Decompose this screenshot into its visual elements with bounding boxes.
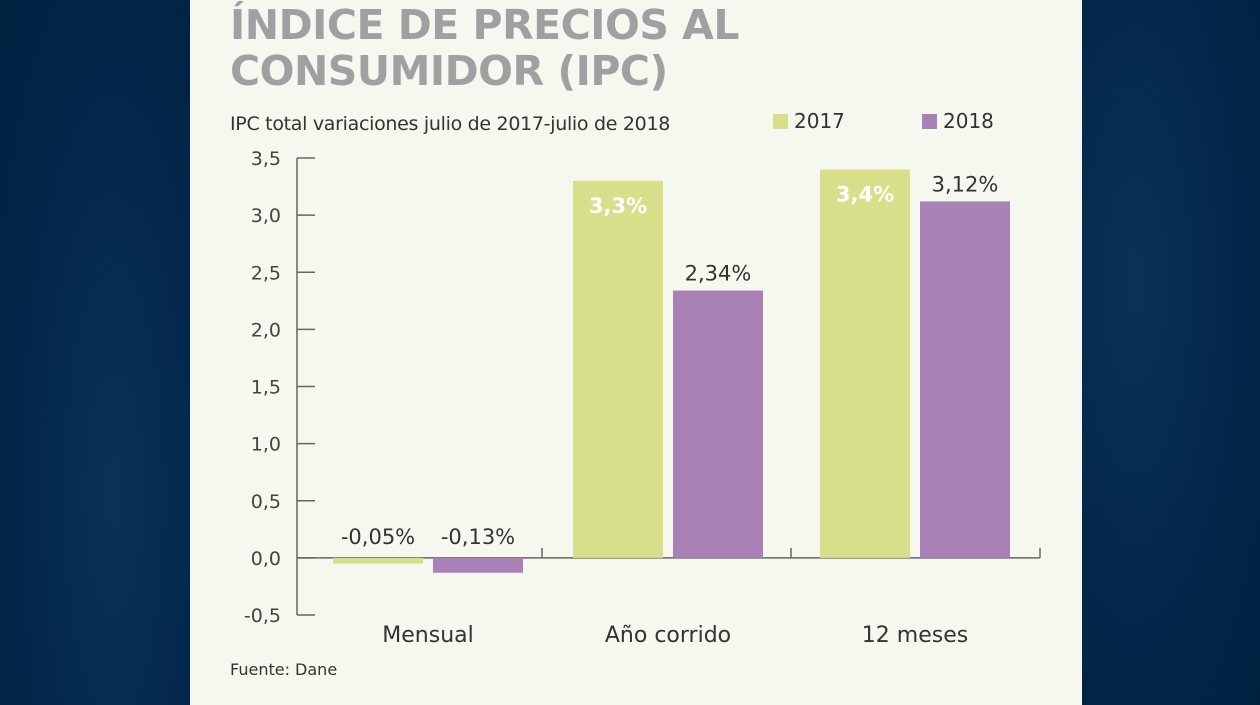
y-tick-label: 1,0 <box>251 434 281 456</box>
data-label-2017-1: 3,3% <box>589 194 647 218</box>
legend-label-2018: 2018 <box>943 109 994 133</box>
bar-2018-2 <box>920 201 1010 558</box>
y-tick-label: 3,0 <box>251 205 281 227</box>
bar-2018-0 <box>433 557 523 573</box>
legend-swatch-2018 <box>922 113 937 129</box>
y-tick-label: 2,5 <box>251 262 281 284</box>
data-label-2018-1: 2,34% <box>685 262 752 286</box>
data-label-2018-0: -0,13% <box>441 525 515 549</box>
chart-title: ÍNDICE DE PRECIOS AL CONSUMIDOR (IPC) <box>230 1 740 95</box>
data-label-2018-2: 3,12% <box>932 172 999 196</box>
chart-subtitle: IPC total variaciones julio de 2017-juli… <box>230 113 671 135</box>
y-tick-label: 3,5 <box>251 148 281 170</box>
data-label-2017-0: -0,05% <box>341 525 415 549</box>
bar-2017-0 <box>333 557 423 564</box>
legend-swatch-2017 <box>773 113 788 129</box>
bar-2017-1 <box>573 180 663 558</box>
legend-item-2017: 2017 <box>773 109 845 133</box>
bar-2018-1 <box>673 290 763 558</box>
bar-chart: 3,5 3,0 2,5 2,0 1,5 1,0 0,5 0,0 -0,5 -0,05% -0,13%… <box>244 148 1041 648</box>
y-tick-label: 0,0 <box>251 548 281 570</box>
data-label-2017-2: 3,4% <box>836 182 894 206</box>
source-note: Fuente: Dane <box>230 660 338 679</box>
y-tick-label: 0,5 <box>251 491 281 513</box>
y-tick-label: 2,0 <box>251 319 281 341</box>
x-category-label: Mensual <box>382 623 473 648</box>
bar-2017-2 <box>820 169 910 558</box>
background-right <box>1082 0 1260 705</box>
y-tick-label: -0,5 <box>244 605 281 627</box>
infographic-card: ÍNDICE DE PRECIOS AL CONSUMIDOR (IPC) IP… <box>190 0 1082 705</box>
legend-label-2017: 2017 <box>794 109 845 133</box>
legend-item-2018: 2018 <box>922 109 994 133</box>
chart-title-line-2: CONSUMIDOR (IPC) <box>230 47 668 95</box>
x-category-label: Año corrido <box>605 623 731 648</box>
background-left <box>0 0 190 705</box>
x-category-label: 12 meses <box>862 623 968 648</box>
y-tick-label: 1,5 <box>251 377 281 399</box>
chart-title-line-1: ÍNDICE DE PRECIOS AL <box>230 1 740 49</box>
